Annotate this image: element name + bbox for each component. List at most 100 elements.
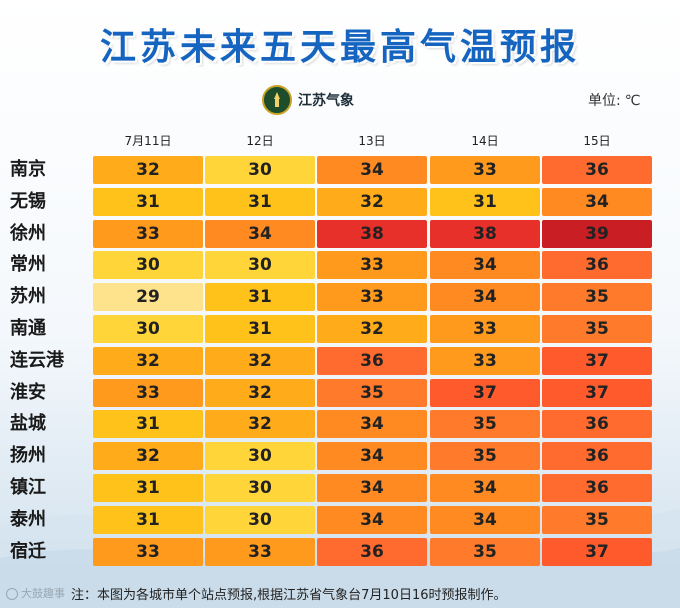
temperature-cell: 31 — [93, 187, 203, 216]
temperature-cell: 34 — [542, 187, 652, 216]
footer-brand-text: 大鼓趣事 — [21, 587, 65, 600]
temperature-cell: 33 — [93, 537, 203, 566]
unit-prefix: 单位: — [588, 93, 621, 109]
temperature-cell: 37 — [542, 537, 652, 566]
unit-value: ℃ — [624, 93, 641, 109]
temperature-cell: 35 — [430, 442, 540, 471]
city-label: 南京 — [10, 159, 46, 180]
temperature-cell: 32 — [317, 315, 427, 343]
temperature-cell: 36 — [542, 474, 652, 502]
city-label: 盐城 — [10, 413, 46, 435]
page-title: 江苏未来五天最高气温预报 — [99, 27, 580, 68]
footer: 大鼓趣事 注：本图为各城市单个站点预报,根据江苏省气象台7月10日16时预报制作… — [0, 582, 680, 604]
temperature-cell: 35 — [542, 505, 652, 534]
temperature-cell: 35 — [317, 378, 427, 407]
temperature-cell: 35 — [542, 315, 652, 343]
city-label: 常州 — [10, 254, 46, 276]
temperature-cell: 32 — [93, 346, 203, 375]
temperature-cell: 35 — [430, 410, 540, 439]
temperature-cell: 36 — [542, 410, 652, 439]
logo-text: 江苏气象 — [298, 93, 354, 109]
temperature-cell: 34 — [430, 505, 540, 534]
temperature-cell: 35 — [542, 283, 652, 312]
column-header: 7月11日 — [124, 134, 172, 148]
temperature-cell: 32 — [93, 442, 203, 471]
temperature-cell: 38 — [317, 219, 427, 248]
temperature-cell: 34 — [317, 474, 427, 502]
table-row: 南通 30 31 32 33 35 — [0, 314, 680, 344]
meteorology-emblem-icon — [262, 85, 292, 115]
temperature-cell: 38 — [430, 219, 540, 248]
temperature-cell: 29 — [93, 283, 203, 312]
temperature-cell: 33 — [317, 251, 427, 280]
temperature-cell: 33 — [93, 378, 203, 407]
temperature-cell: 31 — [430, 187, 540, 216]
table-row: 宿迁 33 33 36 35 37 — [0, 537, 680, 567]
temperature-cell: 34 — [317, 442, 427, 471]
temperature-cell: 31 — [205, 315, 315, 343]
table-row: 常州 30 30 33 34 36 — [0, 250, 680, 280]
table-row: 连云港 32 32 36 33 37 — [0, 346, 680, 376]
city-label: 无锡 — [10, 190, 46, 212]
temperature-cell: 34 — [317, 410, 427, 439]
temperature-cell: 36 — [317, 537, 427, 566]
city-label: 镇江 — [10, 477, 46, 498]
temperature-cell: 37 — [430, 378, 540, 407]
temperature-cell: 31 — [205, 283, 315, 312]
temperature-cell: 36 — [542, 251, 652, 280]
temperature-cell: 32 — [93, 156, 203, 184]
temperature-cell: 33 — [430, 346, 540, 375]
city-label: 徐州 — [10, 222, 46, 244]
temperature-cell: 30 — [205, 156, 315, 184]
temperature-cell: 36 — [542, 442, 652, 471]
temperature-cell: 33 — [430, 315, 540, 343]
temperature-cell: 33 — [205, 537, 315, 566]
temperature-cell: 33 — [430, 156, 540, 184]
unit-label: 单位: ℃ — [584, 90, 640, 110]
temperature-cell: 33 — [93, 219, 203, 248]
column-header: 14日 — [471, 134, 499, 148]
table-row: 徐州 33 34 38 38 39 — [0, 219, 680, 249]
table-row: 淮安 33 32 35 37 37 — [0, 378, 680, 408]
city-label: 连云港 — [10, 349, 64, 371]
temperature-cell: 30 — [93, 251, 203, 280]
temperature-cell: 32 — [317, 187, 427, 216]
temperature-cell: 32 — [205, 346, 315, 375]
table-row: 无锡 31 31 32 31 34 — [0, 187, 680, 217]
temperature-cell: 31 — [93, 410, 203, 439]
temperature-cell: 30 — [93, 315, 203, 343]
table-row: 镇江 31 30 34 34 36 — [0, 473, 680, 503]
city-label: 苏州 — [10, 286, 46, 308]
footer-note: 注：本图为各城市单个站点预报,根据江苏省气象台7月10日16时预报制作。 — [71, 587, 507, 603]
temperature-cell: 30 — [205, 474, 315, 502]
date-headers: 7月11日 12日 13日 14日 15日 — [0, 132, 680, 152]
temperature-cell: 39 — [542, 219, 652, 248]
footer-brand: 大鼓趣事 — [6, 585, 65, 601]
watermark-icon — [6, 588, 18, 600]
temperature-cell: 34 — [205, 219, 315, 248]
column-header: 15日 — [583, 134, 611, 148]
city-label: 宿迁 — [10, 540, 46, 562]
city-label: 扬州 — [10, 445, 46, 467]
temperature-cell: 30 — [205, 251, 315, 280]
temperature-cell: 33 — [317, 283, 427, 312]
temperature-cell: 36 — [542, 156, 652, 184]
column-header: 13日 — [358, 134, 386, 148]
temperature-cell: 37 — [542, 346, 652, 375]
temperature-cell: 32 — [205, 378, 315, 407]
table-row: 泰州 31 30 34 34 35 — [0, 505, 680, 535]
city-label: 南通 — [10, 318, 46, 339]
temperature-cell: 34 — [317, 505, 427, 534]
temperature-cell: 34 — [430, 474, 540, 502]
column-header: 12日 — [246, 134, 274, 148]
temperature-cell: 36 — [317, 346, 427, 375]
logo: 江苏气象 — [262, 82, 354, 118]
temperature-cell: 31 — [93, 505, 203, 534]
temperature-cell: 30 — [205, 505, 315, 534]
city-label: 泰州 — [10, 508, 46, 530]
temperature-cell: 32 — [205, 410, 315, 439]
city-label: 淮安 — [10, 381, 46, 403]
table-row: 南京 32 30 34 33 36 — [0, 155, 680, 185]
temperature-cell: 34 — [317, 156, 427, 184]
table-row: 盐城 31 32 34 35 36 — [0, 409, 680, 439]
